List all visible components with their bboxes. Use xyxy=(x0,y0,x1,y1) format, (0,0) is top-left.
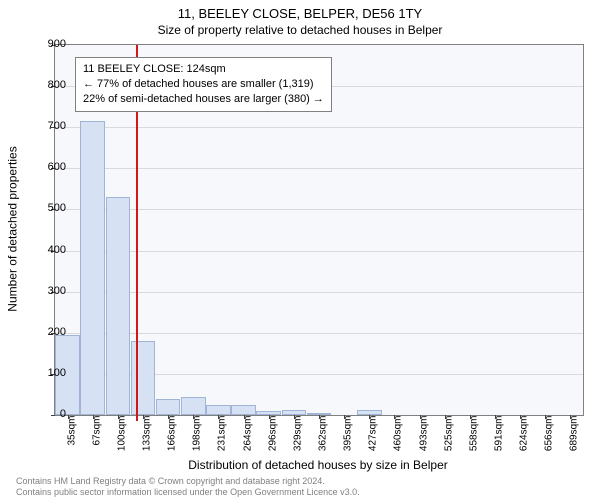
x-tick-label: 656sqm xyxy=(544,416,555,452)
histogram-bar xyxy=(131,341,156,415)
histogram-bar xyxy=(181,397,206,416)
footer-line-1: Contains HM Land Registry data © Crown c… xyxy=(16,476,360,487)
x-tick-label: 427sqm xyxy=(368,416,379,452)
x-tick-label: 35sqm xyxy=(66,416,77,446)
chart-subtitle: Size of property relative to detached ho… xyxy=(0,21,600,37)
gridline xyxy=(55,127,583,128)
y-axis-label: Number of detached properties xyxy=(6,44,20,414)
x-tick-label: 133sqm xyxy=(142,416,153,452)
y-tick-label: 900 xyxy=(36,38,66,50)
footer-line-2: Contains public sector information licen… xyxy=(16,487,360,498)
x-tick-label: 689sqm xyxy=(569,416,580,452)
gridline xyxy=(55,251,583,252)
x-tick-label: 198sqm xyxy=(192,416,203,452)
y-tick-label: 0 xyxy=(36,408,66,420)
x-tick-label: 329sqm xyxy=(292,416,303,452)
y-tick-label: 800 xyxy=(36,79,66,91)
x-tick-label: 166sqm xyxy=(167,416,178,452)
y-tick-label: 600 xyxy=(36,161,66,173)
gridline xyxy=(55,333,583,334)
chart-container: 11, BEELEY CLOSE, BELPER, DE56 1TY Size … xyxy=(0,0,600,500)
histogram-bar xyxy=(80,121,105,415)
plot-wrap: 35sqm67sqm100sqm133sqm166sqm198sqm231sqm… xyxy=(54,44,582,414)
gridline xyxy=(55,168,583,169)
x-tick-label: 264sqm xyxy=(242,416,253,452)
plot-area: 35sqm67sqm100sqm133sqm166sqm198sqm231sqm… xyxy=(54,44,584,416)
y-tick-label: 700 xyxy=(36,120,66,132)
x-tick-label: 525sqm xyxy=(443,416,454,452)
x-tick-label: 395sqm xyxy=(343,416,354,452)
y-tick-label: 500 xyxy=(36,202,66,214)
y-tick-label: 300 xyxy=(36,285,66,297)
footer-text: Contains HM Land Registry data © Crown c… xyxy=(16,476,360,499)
x-tick-label: 558sqm xyxy=(468,416,479,452)
gridline xyxy=(55,209,583,210)
histogram-bar xyxy=(231,405,256,415)
x-tick-label: 460sqm xyxy=(393,416,404,452)
x-tick-label: 591sqm xyxy=(494,416,505,452)
x-tick-label: 296sqm xyxy=(267,416,278,452)
chart-title: 11, BEELEY CLOSE, BELPER, DE56 1TY xyxy=(0,0,600,21)
y-tick-label: 400 xyxy=(36,244,66,256)
x-tick-label: 493sqm xyxy=(418,416,429,452)
x-tick-label: 624sqm xyxy=(519,416,530,452)
annotation-line: 11 BEELEY CLOSE: 124sqm xyxy=(83,62,324,77)
x-tick-label: 100sqm xyxy=(116,416,127,452)
x-axis-label: Distribution of detached houses by size … xyxy=(54,458,582,472)
x-tick-label: 362sqm xyxy=(318,416,329,452)
x-tick-label: 231sqm xyxy=(217,416,228,452)
gridline xyxy=(55,292,583,293)
histogram-bar xyxy=(156,399,181,415)
histogram-bar xyxy=(106,197,131,415)
annotation-box: 11 BEELEY CLOSE: 124sqm← 77% of detached… xyxy=(75,57,332,112)
x-tick-label: 67sqm xyxy=(91,416,102,446)
annotation-line: 22% of semi-detached houses are larger (… xyxy=(83,92,324,107)
y-tick-label: 100 xyxy=(36,367,66,379)
annotation-line: ← 77% of detached houses are smaller (1,… xyxy=(83,77,324,92)
histogram-bar xyxy=(206,405,231,415)
y-tick-label: 200 xyxy=(36,326,66,338)
